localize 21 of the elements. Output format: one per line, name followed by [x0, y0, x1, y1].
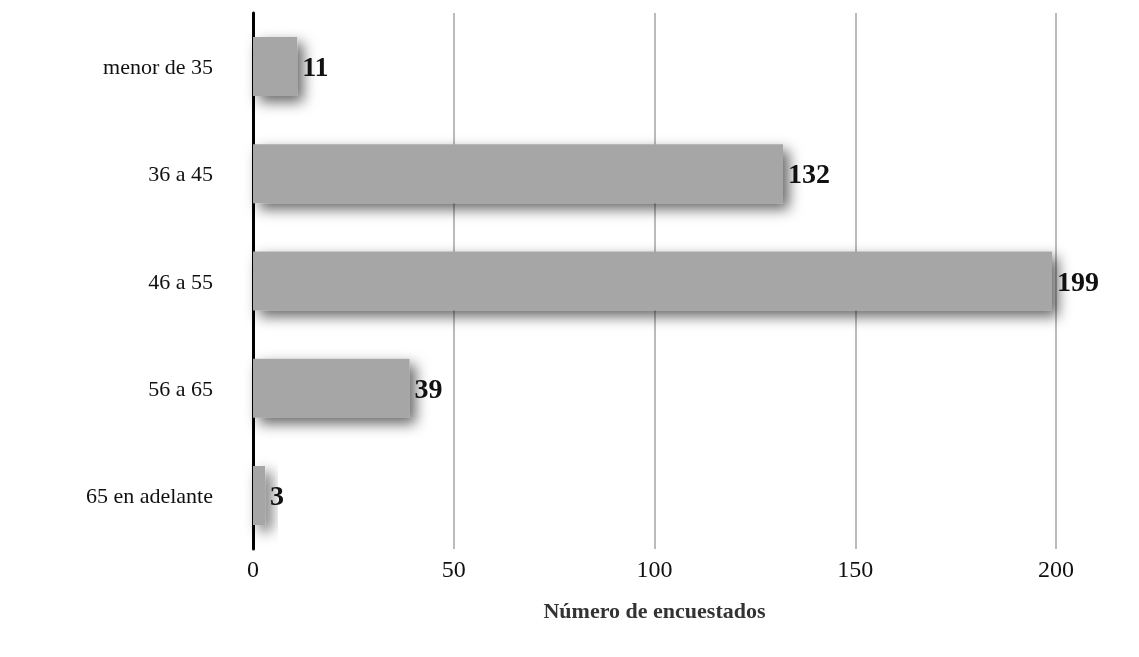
- x-tick-label: 100: [636, 556, 673, 582]
- x-tick-label: 200: [1038, 556, 1074, 582]
- data-label: 11: [302, 51, 329, 83]
- y-tick-label: menor de 35: [103, 54, 213, 80]
- data-label: 132: [787, 158, 830, 190]
- y-tick-label: 56 a 65: [148, 375, 213, 401]
- y-tick-label: 65 en adelante: [85, 482, 213, 508]
- data-label: 199: [1056, 265, 1099, 297]
- bar: [253, 144, 783, 204]
- bar: [253, 465, 266, 525]
- y-tick-label: 36 a 45: [148, 161, 213, 187]
- data-label: 3: [270, 479, 285, 511]
- x-tick-label: 150: [837, 556, 874, 582]
- data-label: 39: [414, 372, 443, 404]
- x-tick-label: 0: [247, 556, 259, 582]
- x-tick-label: 50: [441, 556, 466, 582]
- bar: [253, 358, 410, 418]
- y-tick-label: 46 a 55: [148, 268, 213, 294]
- x-axis-title: Número de encuestados: [543, 597, 766, 623]
- bar: [253, 37, 298, 97]
- bar: [253, 251, 1052, 311]
